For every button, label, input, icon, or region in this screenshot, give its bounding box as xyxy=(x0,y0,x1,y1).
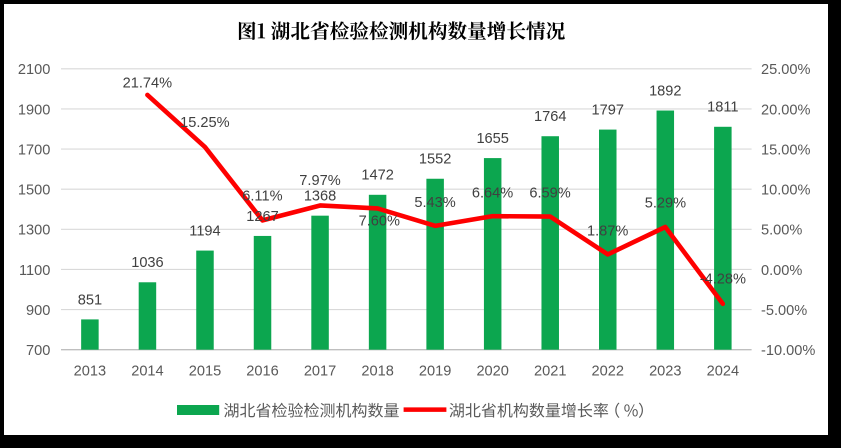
svg-text:1368: 1368 xyxy=(304,189,336,205)
svg-text:15.25%: 15.25% xyxy=(180,115,230,131)
svg-text:25.00%: 25.00% xyxy=(761,62,811,78)
svg-text:5.43%: 5.43% xyxy=(414,195,455,211)
svg-text:2014: 2014 xyxy=(131,364,163,380)
svg-text:7.60%: 7.60% xyxy=(359,214,400,230)
svg-text:1036: 1036 xyxy=(131,255,163,271)
svg-text:700: 700 xyxy=(26,343,50,359)
svg-text:2017: 2017 xyxy=(304,364,336,380)
svg-text:2022: 2022 xyxy=(592,364,624,380)
svg-text:6.11%: 6.11% xyxy=(242,188,282,204)
svg-text:2015: 2015 xyxy=(189,364,221,380)
svg-text:1811: 1811 xyxy=(707,100,738,116)
svg-text:1552: 1552 xyxy=(419,152,451,168)
svg-text:10.00%: 10.00% xyxy=(761,183,811,199)
svg-text:-5.00%: -5.00% xyxy=(761,303,807,319)
svg-text:2019: 2019 xyxy=(419,364,451,380)
svg-text:1797: 1797 xyxy=(592,103,624,119)
svg-text:2100: 2100 xyxy=(18,62,50,78)
svg-text:851: 851 xyxy=(78,292,102,308)
svg-text:-10.00%: -10.00% xyxy=(761,343,815,359)
svg-text:1194: 1194 xyxy=(189,224,220,240)
svg-text:1100: 1100 xyxy=(19,263,50,279)
svg-text:5.29%: 5.29% xyxy=(645,196,686,212)
svg-text:1500: 1500 xyxy=(18,183,50,199)
svg-text:1700: 1700 xyxy=(18,142,50,158)
svg-text:0.00%: 0.00% xyxy=(761,263,802,279)
svg-text:2016: 2016 xyxy=(246,364,278,380)
svg-text:7.97%: 7.97% xyxy=(299,173,340,189)
svg-text:6.64%: 6.64% xyxy=(472,186,513,202)
svg-text:1472: 1472 xyxy=(361,168,393,184)
svg-text:21.74%: 21.74% xyxy=(123,76,173,92)
svg-text:2024: 2024 xyxy=(707,364,739,380)
svg-text:2013: 2013 xyxy=(74,364,106,380)
svg-text:-4.28%: -4.28% xyxy=(700,272,746,288)
svg-text:1900: 1900 xyxy=(18,102,50,118)
svg-text:5.00%: 5.00% xyxy=(761,223,802,239)
svg-text:1655: 1655 xyxy=(476,131,508,147)
svg-text:15.00%: 15.00% xyxy=(761,142,811,158)
svg-text:1764: 1764 xyxy=(534,109,566,125)
svg-text:2021: 2021 xyxy=(534,364,566,380)
svg-text:2020: 2020 xyxy=(476,364,508,380)
svg-text:6.59%: 6.59% xyxy=(529,186,570,202)
svg-text:900: 900 xyxy=(26,303,50,319)
svg-text:2018: 2018 xyxy=(361,364,393,380)
svg-text:1300: 1300 xyxy=(18,223,50,239)
svg-text:2023: 2023 xyxy=(649,364,681,380)
svg-text:1.87%: 1.87% xyxy=(587,223,628,239)
svg-text:20.00%: 20.00% xyxy=(761,102,811,118)
svg-text:1892: 1892 xyxy=(649,83,681,99)
svg-text:1267: 1267 xyxy=(246,209,278,225)
